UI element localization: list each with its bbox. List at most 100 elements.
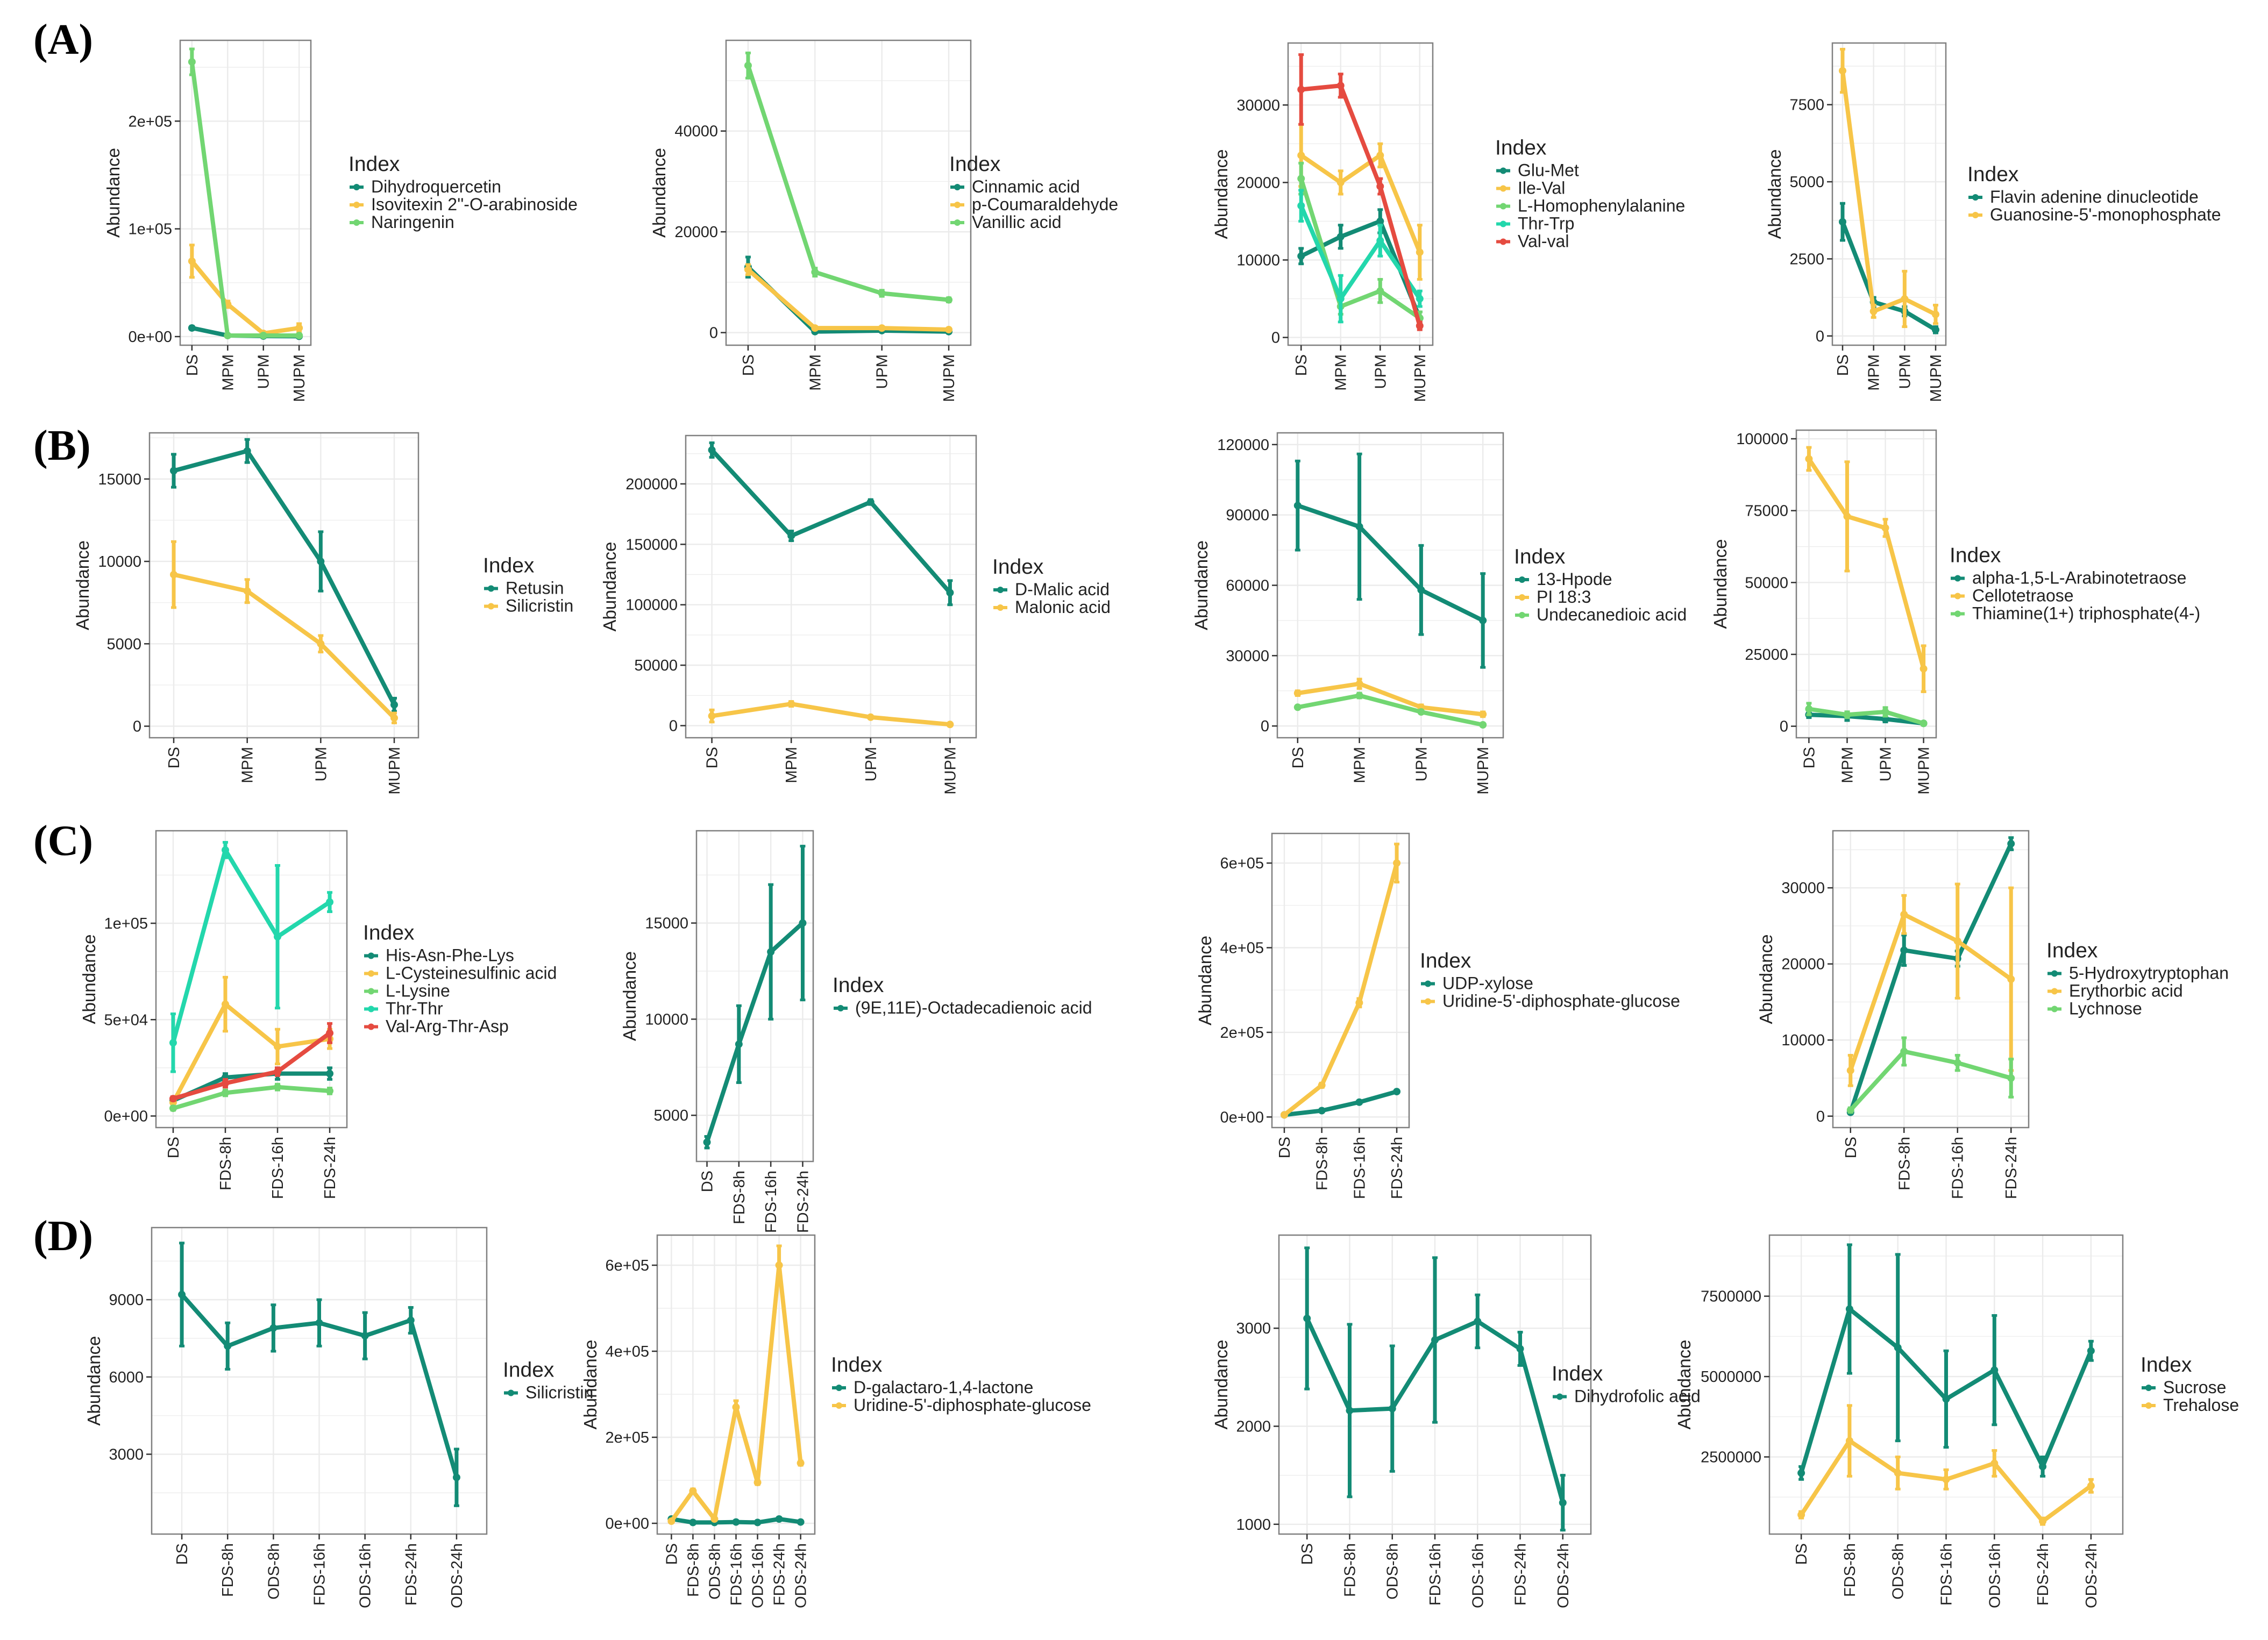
y-tick-label: 5e+04 <box>104 1011 148 1029</box>
legend-label: (9E,11E)-Octadecadienoic acid <box>855 998 1092 1017</box>
y-tick-label: 0 <box>1816 328 1824 345</box>
y-axis-title: Abundance <box>1756 935 1776 1024</box>
plot-background <box>726 40 971 345</box>
legend-label: Silicristin <box>506 596 573 616</box>
y-tick-label: 120000 <box>1217 437 1269 454</box>
legend-label: Val-Arg-Thr-Asp <box>386 1017 509 1036</box>
legend-key-point <box>997 587 1004 593</box>
legend-key-point <box>1954 610 1961 617</box>
legend-key-point <box>2145 1385 2152 1391</box>
y-tick-label: 20000 <box>1781 956 1825 973</box>
y-tick-label: 2e+05 <box>129 113 172 130</box>
chart-panel-3-3: 0e+00 2e+05 4e+05 6e+05 DS FDS-8h FDS-16h FDS-2… <box>1195 832 1680 1199</box>
data-point <box>1479 710 1487 718</box>
data-point <box>1900 1047 1908 1056</box>
y-tick-label: 2000 <box>1236 1418 1271 1435</box>
legend-key-point <box>836 1402 842 1409</box>
data-point <box>452 1473 460 1481</box>
y-tick-label: 40000 <box>674 123 718 140</box>
data-point <box>1843 512 1851 520</box>
legend-label: Malonic acid <box>1015 597 1111 617</box>
data-point <box>775 1261 783 1269</box>
x-tick-label: FDS-16h <box>269 1137 287 1199</box>
x-tick-label: DS <box>1801 747 1818 768</box>
y-tick-label: 0e+00 <box>104 1108 148 1125</box>
series-2 <box>1805 702 1928 728</box>
legend-label: Flavin adenine dinucleotide <box>1990 187 2199 206</box>
legend-title: Index <box>1495 137 1547 160</box>
series-line <box>1848 843 2013 1113</box>
legend: IndexGlu-MetIle-ValL-HomophenylalanineTh… <box>1495 137 1685 251</box>
series-line <box>173 448 396 706</box>
panel-border <box>685 434 977 739</box>
data-point <box>1479 721 1487 729</box>
y-tick-label: 0 <box>1271 330 1280 347</box>
data-point <box>1869 307 1878 315</box>
y-tick-label: 2500000 <box>1701 1449 1761 1466</box>
y-tick-label: 5000 <box>1789 174 1824 191</box>
data-point <box>1280 1111 1288 1119</box>
x-tick-label: FDS-24h <box>1512 1543 1530 1606</box>
series-2 <box>1293 691 1487 729</box>
y-tick-label: 4e+05 <box>1220 940 1264 957</box>
legend-label: Uridine-5'-diphosphate-glucose <box>1442 992 1680 1011</box>
y-axis-title: Abundance <box>600 542 620 632</box>
chart-panel-4-3: 1000 2000 3000 DS FDS-8h ODS-8h FDS-16h ODS-16h… <box>1211 1234 1701 1608</box>
panel-border <box>695 830 814 1163</box>
x-tick-label: FDS-24h <box>2035 1543 2052 1606</box>
plot-background <box>1796 430 1936 738</box>
x-tick-label: ODS-16h <box>1469 1543 1487 1608</box>
legend-key-point <box>368 988 374 995</box>
data-point <box>1932 310 1940 318</box>
y-tick-label: 200000 <box>625 476 678 493</box>
data-point <box>1919 719 1928 728</box>
x-tick-label: ODS-24h <box>1555 1543 1572 1608</box>
data-point <box>945 296 953 304</box>
series-line <box>1807 458 1926 669</box>
data-point <box>1376 217 1384 225</box>
data-point <box>1843 711 1851 719</box>
legend-label: Cinnamic acid <box>972 177 1080 196</box>
y-tick-label: 20000 <box>1236 174 1280 191</box>
legend-key-point <box>954 184 961 190</box>
y-axis-title: Abundance <box>1191 540 1211 630</box>
legend-label: Isovitexin 2''-O-arabinoside <box>371 195 578 214</box>
legend-label: Guanosine-5'-monophosphate <box>1990 205 2221 224</box>
series-4 <box>169 1022 334 1103</box>
data-point <box>708 712 716 720</box>
data-point <box>787 532 795 540</box>
x-tick-label: UPM <box>255 354 273 389</box>
legend-label: D-galactaro-1,4-lactone <box>854 1378 1033 1397</box>
panel-border <box>155 830 348 1129</box>
data-point <box>710 1515 719 1523</box>
data-point <box>689 1518 697 1527</box>
y-axis-title: Abundance <box>1211 1340 1231 1430</box>
y-tick-label: 3000 <box>109 1446 144 1464</box>
x-tick-label: DS <box>1299 1543 1316 1565</box>
y-tick-label: 1000 <box>1236 1516 1271 1534</box>
legend-label: Erythorbic acid <box>2069 981 2183 1001</box>
chart-panel-2-3: 0 30000 60000 90000 120000 DS MPM UPM MUPM Abunda… <box>1191 432 1687 795</box>
data-point <box>326 1029 334 1037</box>
y-tick-label: 60000 <box>1226 577 1269 595</box>
legend-title: Index <box>1950 544 2001 567</box>
data-point <box>775 1515 783 1523</box>
chart-panel-3-2: 5000 10000 15000 DS FDS-8h FDS-16h FDS-24h Abun… <box>620 830 1092 1233</box>
y-axis-title: Abundance <box>1710 539 1730 629</box>
legend-title: Index <box>363 922 415 945</box>
legend-key-point <box>2051 988 2058 995</box>
x-tick-label: ODS-16h <box>750 1543 767 1608</box>
data-point <box>243 447 251 455</box>
y-tick-label: 10000 <box>1781 1032 1825 1049</box>
panel-border <box>1831 42 1947 346</box>
legend-key-point <box>353 184 360 190</box>
x-tick-label: FDS-16h <box>1427 1543 1444 1606</box>
data-point <box>1953 937 1961 945</box>
x-tick-label: UPM <box>1878 747 1895 781</box>
y-axis-title: Abundance <box>1765 149 1784 239</box>
legend-key-point <box>368 1023 374 1030</box>
